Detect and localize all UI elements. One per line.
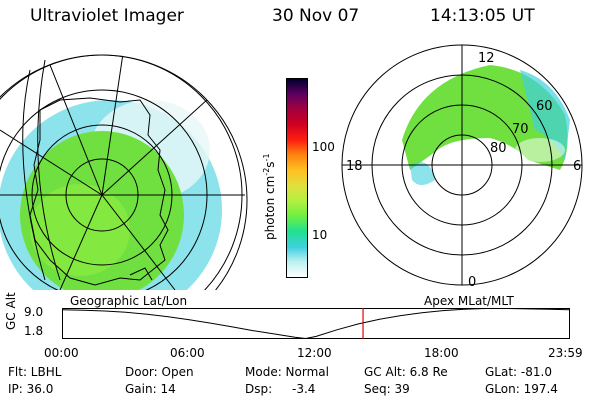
lat-label-60: 60: [536, 99, 553, 114]
date-readout: 30 Nov 07: [272, 6, 360, 26]
coastline: [129, 267, 153, 281]
mlt-label-18: 18: [346, 159, 363, 174]
dsp-label: Dsp:: [245, 382, 273, 396]
altitude-ylabel: GC Alt: [4, 292, 18, 330]
aurora-bright: [30, 184, 130, 276]
dsp-value: -3.4: [292, 382, 316, 396]
colorbar: [286, 78, 308, 278]
xtick-0000: 00:00: [44, 346, 79, 360]
ytick-top: 9.0: [24, 305, 44, 319]
xtick-0600: 06:00: [170, 346, 205, 360]
geo-map-border: [0, 54, 248, 290]
mlt-label-6: 6: [573, 159, 581, 174]
gain-readout: Gain: 14: [125, 382, 176, 396]
ytick-bottom: 1.8: [24, 324, 44, 338]
seq-readout: Seq: 39: [364, 382, 410, 396]
geographic-map: [0, 54, 248, 290]
glat-readout: GLat: -81.0: [485, 365, 552, 379]
gc-alt-readout: GC Alt: 6.8 Re: [364, 365, 448, 379]
xtick-1200: 12:00: [297, 346, 332, 360]
apex-aurora-edge: [410, 162, 435, 185]
meridian-line: [101, 194, 176, 290]
glon-readout: GLon: 197.4: [485, 382, 558, 396]
app-title: Ultraviolet Imager: [30, 6, 184, 26]
mode-readout: Mode: Normal: [245, 365, 329, 379]
apex-map-label: Apex MLat/MLT: [424, 294, 514, 308]
meridian-line: [59, 194, 103, 290]
lat-label-70: 70: [512, 122, 529, 137]
colorbar-tick-100: 100: [312, 140, 335, 154]
ip-readout: IP: 36.0: [8, 382, 54, 396]
meridian-line: [101, 55, 126, 196]
time-readout: 14:13:05 UT: [430, 6, 535, 26]
mlt-label-12: 12: [478, 51, 495, 66]
altitude-series-line: [62, 308, 570, 340]
filter-readout: Flt: LBHL: [8, 365, 62, 379]
colorbar-tick-10: 10: [312, 228, 328, 242]
plot-frame: [62, 308, 570, 339]
meridian-line: [39, 55, 103, 196]
altitude-plot: [62, 308, 570, 340]
lat-label-80: 80: [490, 141, 507, 156]
apex-aurora-edge: [520, 70, 570, 160]
meridian-line: [0, 129, 103, 196]
apex-map: 12 18 6 0 60 70 80: [341, 44, 583, 290]
outer-arc: [22, 69, 46, 281]
geo-map-label: Geographic Lat/Lon: [70, 294, 188, 308]
outer-arc: [37, 59, 61, 281]
colorbar-label: photon cm-2s-1: [262, 153, 277, 240]
xtick-2359: 23:59: [548, 346, 583, 360]
door-readout: Door: Open: [125, 365, 194, 379]
xtick-1800: 18:00: [424, 346, 459, 360]
mlt-label-0: 0: [468, 275, 476, 290]
apex-haze: [515, 138, 565, 162]
